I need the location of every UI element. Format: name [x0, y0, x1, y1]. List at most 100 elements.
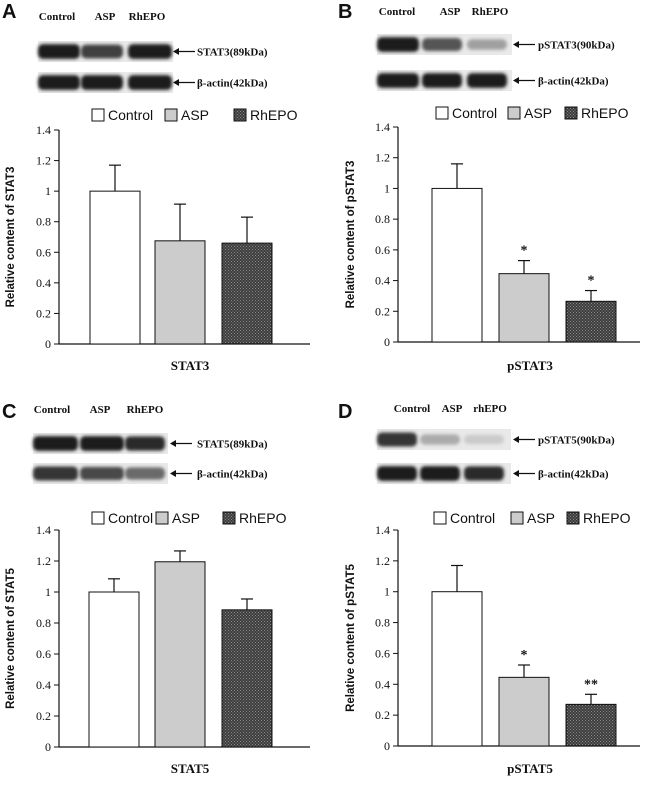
blot-row-label: β-actin(42kDa) — [197, 469, 268, 481]
y-axis-title: Relative content of pSTAT3 — [345, 161, 357, 309]
y-tick-label: 0.8 — [375, 212, 390, 226]
blot-row: β-actin(42kDa) — [38, 72, 268, 93]
blot-lane-label: Control — [394, 403, 430, 415]
y-axis-title: Relative content of STAT3 — [5, 167, 17, 308]
y-tick-label: 0.6 — [375, 243, 390, 257]
y-tick-label: 1 — [45, 585, 51, 599]
blot-lane-label: Control — [379, 6, 415, 18]
bar-control — [431, 591, 483, 747]
bar-rhepo — [221, 242, 273, 345]
blot-lane-label: RhEPO — [472, 6, 509, 18]
blot-band — [125, 436, 165, 451]
y-tick-label: 0.8 — [36, 215, 51, 229]
legend-label: ASP — [181, 107, 209, 123]
blot-band — [80, 436, 124, 451]
legend-label: Control — [108, 510, 153, 526]
blot-row-label: STAT5(89kDa) — [197, 439, 268, 451]
y-tick-label: 1.2 — [375, 151, 390, 165]
legend-swatch — [433, 511, 447, 525]
y-tick-label: 0 — [384, 335, 390, 349]
blot-row-label: β-actin(42kDa) — [538, 76, 609, 88]
blot-arrow-head — [173, 79, 179, 86]
blot-band — [377, 73, 419, 88]
blot-band — [467, 73, 507, 88]
y-tick-label: 1.2 — [375, 554, 390, 568]
x-axis-label: STAT3 — [171, 358, 210, 373]
blot-arrow-head — [513, 436, 519, 443]
y-tick-label: 0.2 — [36, 306, 51, 320]
legend-swatch — [155, 511, 169, 525]
x-axis-label: STAT5 — [171, 761, 210, 776]
blot-band — [125, 467, 165, 480]
legend-swatch — [507, 106, 521, 120]
blot-band — [38, 75, 80, 90]
axes: 0 0.2 0.4 0.6 0.8 1 1.2 1.4 — [36, 123, 310, 351]
bar-asp — [498, 676, 550, 747]
legend: Control ASP RhEPO — [435, 105, 629, 121]
blot-row-label: β-actin(42kDa) — [197, 78, 268, 90]
y-tick-label: 1.2 — [36, 554, 51, 568]
blot-band — [377, 37, 419, 52]
y-axis-title: Relative content of STAT5 — [5, 568, 17, 709]
blot-band — [467, 39, 507, 50]
legend-label: ASP — [524, 105, 552, 121]
blot-row-label: STAT3(89kDa) — [197, 47, 268, 59]
blot-band — [464, 434, 504, 445]
blot-lane-label: RhEPO — [129, 11, 166, 23]
y-tick-label: 0.8 — [36, 616, 51, 630]
blot-band — [464, 466, 504, 481]
blot-band — [38, 44, 80, 59]
blot-lane-label: ASP — [440, 6, 461, 18]
y-tick-label: 0.6 — [375, 646, 390, 660]
legend-label: Control — [108, 107, 153, 123]
legend-swatch — [564, 106, 578, 120]
blot-lane-label: Control — [39, 11, 75, 23]
blot-band — [33, 436, 78, 451]
blot-band — [128, 75, 172, 90]
y-tick-label: 0.4 — [36, 276, 51, 290]
blot-arrow-head — [513, 41, 519, 48]
x-axis-label: pSTAT5 — [507, 761, 553, 776]
blot-lane-label: ASP — [95, 11, 116, 23]
y-axis-title: Relative content of pSTAT5 — [345, 563, 357, 711]
blot-lane-label: Control — [34, 404, 70, 416]
legend-label: RhEPO — [239, 510, 287, 526]
blot-row: β-actin(42kDa) — [33, 463, 268, 484]
blot-lane-label: ASP — [90, 404, 111, 416]
blot-lane-label: rhEPO — [473, 403, 507, 415]
panel-letter: A — [2, 1, 16, 23]
blot-row: STAT5(89kDa) — [33, 433, 268, 454]
blot-band — [128, 44, 172, 59]
legend-label: RhEPO — [581, 105, 629, 121]
y-tick-label: 0.4 — [375, 677, 390, 691]
y-tick-label: 1.4 — [375, 523, 390, 537]
blot-row-label: β-actin(42kDa) — [538, 469, 609, 481]
blot-row: STAT3(89kDa) — [38, 41, 268, 62]
y-tick-label: 0.2 — [375, 708, 390, 722]
y-tick-label: 1 — [45, 184, 51, 198]
y-tick-label: 0.2 — [375, 304, 390, 318]
blot-band — [420, 434, 460, 445]
significance-marker: ** — [584, 677, 598, 692]
panel-d: D Control ASP rhEPO pSTAT5(90kDa) β-actin(42k… — [338, 401, 640, 776]
panel-letter: B — [338, 1, 352, 23]
y-tick-label: 1.4 — [36, 523, 51, 537]
blot-band — [422, 73, 462, 88]
significance-marker: * — [521, 244, 528, 259]
y-tick-label: 1.4 — [36, 123, 51, 137]
legend-label: ASP — [172, 510, 200, 526]
blot-band — [81, 44, 123, 59]
legend-label: Control — [450, 510, 495, 526]
bar-asp — [498, 273, 550, 343]
blot-row-label: pSTAT5(90kDa) — [538, 435, 615, 447]
blot-band — [377, 466, 417, 481]
y-tick-label: 1 — [384, 585, 390, 599]
legend-swatch — [222, 511, 236, 525]
y-tick-label: 0.8 — [375, 616, 390, 630]
significance-marker: * — [521, 648, 528, 663]
legend-swatch — [566, 511, 580, 525]
legend-swatch — [510, 511, 524, 525]
bar-control — [89, 190, 141, 345]
panel-letter: D — [338, 401, 352, 423]
